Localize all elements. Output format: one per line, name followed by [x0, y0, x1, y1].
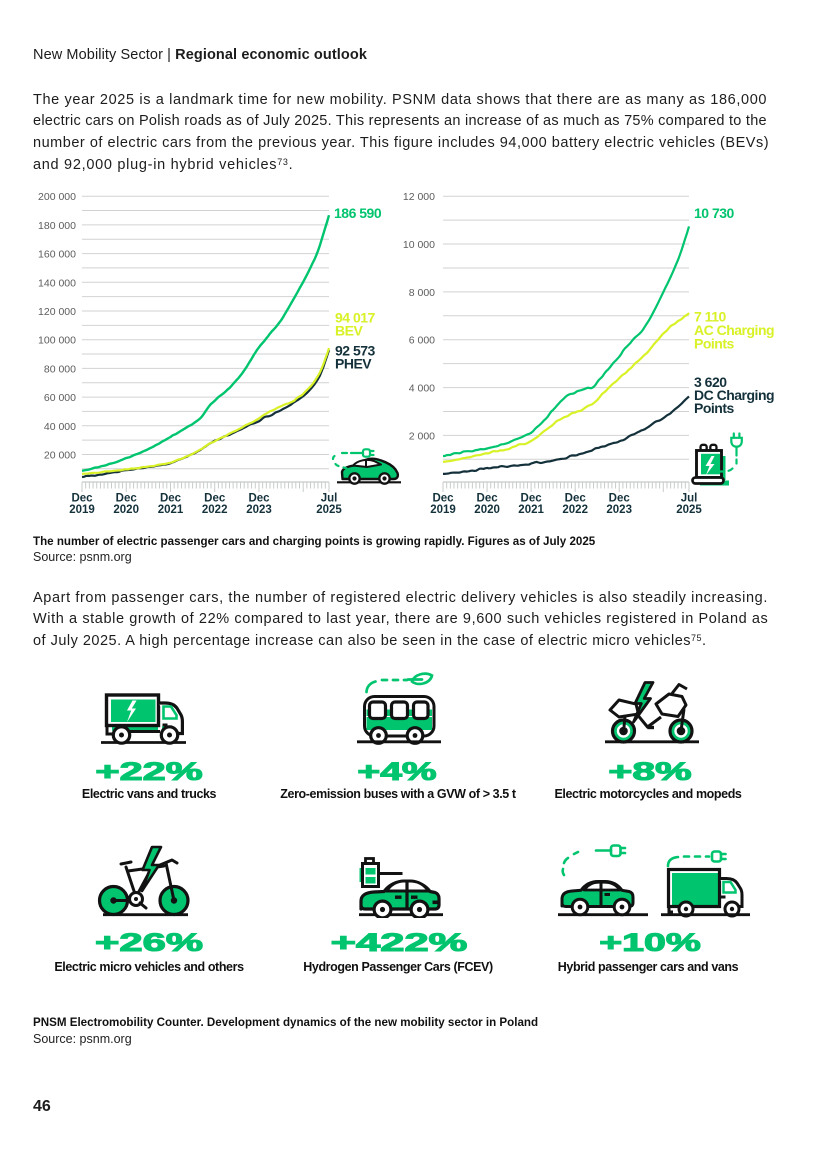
svg-text:PHEV: PHEV — [335, 356, 372, 372]
svg-text:2019: 2019 — [430, 504, 456, 516]
svg-text:100 000: 100 000 — [38, 335, 76, 347]
svg-text:94 017: 94 017 — [335, 310, 376, 326]
svg-text:2021: 2021 — [518, 504, 544, 516]
svg-text:2025: 2025 — [676, 504, 702, 516]
svg-text:Dec: Dec — [248, 493, 270, 505]
svg-text:Dec: Dec — [160, 493, 182, 505]
svg-text:6 000: 6 000 — [409, 335, 435, 347]
svg-text:BEV: BEV — [335, 323, 363, 339]
svg-text:2025: 2025 — [316, 504, 342, 516]
svg-text:180 000: 180 000 — [38, 220, 76, 232]
svg-text:80 000: 80 000 — [44, 363, 76, 375]
svg-text:Dec: Dec — [609, 493, 631, 505]
svg-text:Dec: Dec — [116, 493, 138, 505]
svg-text:Jul: Jul — [321, 493, 338, 505]
svg-text:8 000: 8 000 — [409, 287, 435, 299]
svg-text:12 000: 12 000 — [403, 191, 435, 203]
svg-text:2020: 2020 — [474, 504, 500, 516]
svg-text:2 000: 2 000 — [409, 430, 435, 442]
svg-text:Dec: Dec — [477, 493, 499, 505]
svg-text:200 000: 200 000 — [38, 191, 76, 203]
svg-text:92 573: 92 573 — [335, 343, 376, 359]
svg-text:2023: 2023 — [246, 504, 272, 516]
svg-text:60 000: 60 000 — [44, 392, 76, 404]
svg-text:Dec: Dec — [204, 493, 226, 505]
svg-text:Jul: Jul — [681, 493, 698, 505]
svg-text:2023: 2023 — [606, 504, 632, 516]
svg-text:Dec: Dec — [521, 493, 543, 505]
svg-text:140 000: 140 000 — [38, 277, 76, 289]
svg-text:7 110: 7 110 — [694, 308, 726, 324]
svg-text:Dec: Dec — [71, 493, 93, 505]
svg-text:2022: 2022 — [562, 504, 588, 516]
svg-text:2022: 2022 — [202, 504, 228, 516]
svg-text:160 000: 160 000 — [38, 249, 76, 261]
svg-text:Points: Points — [694, 400, 734, 416]
svg-text:2020: 2020 — [113, 504, 139, 516]
svg-text:186 590: 186 590 — [334, 205, 382, 221]
svg-text:20 000: 20 000 — [44, 450, 76, 462]
svg-text:10 730: 10 730 — [694, 205, 735, 221]
svg-text:Dec: Dec — [565, 493, 587, 505]
svg-text:4 000: 4 000 — [409, 383, 435, 395]
svg-text:2019: 2019 — [69, 504, 95, 516]
svg-text:120 000: 120 000 — [38, 306, 76, 318]
svg-text:2021: 2021 — [158, 504, 184, 516]
svg-text:3 620: 3 620 — [694, 374, 727, 390]
svg-text:Points: Points — [694, 335, 734, 351]
svg-text:Dec: Dec — [432, 493, 454, 505]
svg-text:DC Charging: DC Charging — [694, 387, 774, 403]
svg-text:10 000: 10 000 — [403, 239, 435, 251]
svg-text:AC Charging: AC Charging — [694, 322, 774, 338]
svg-text:40 000: 40 000 — [44, 421, 76, 433]
